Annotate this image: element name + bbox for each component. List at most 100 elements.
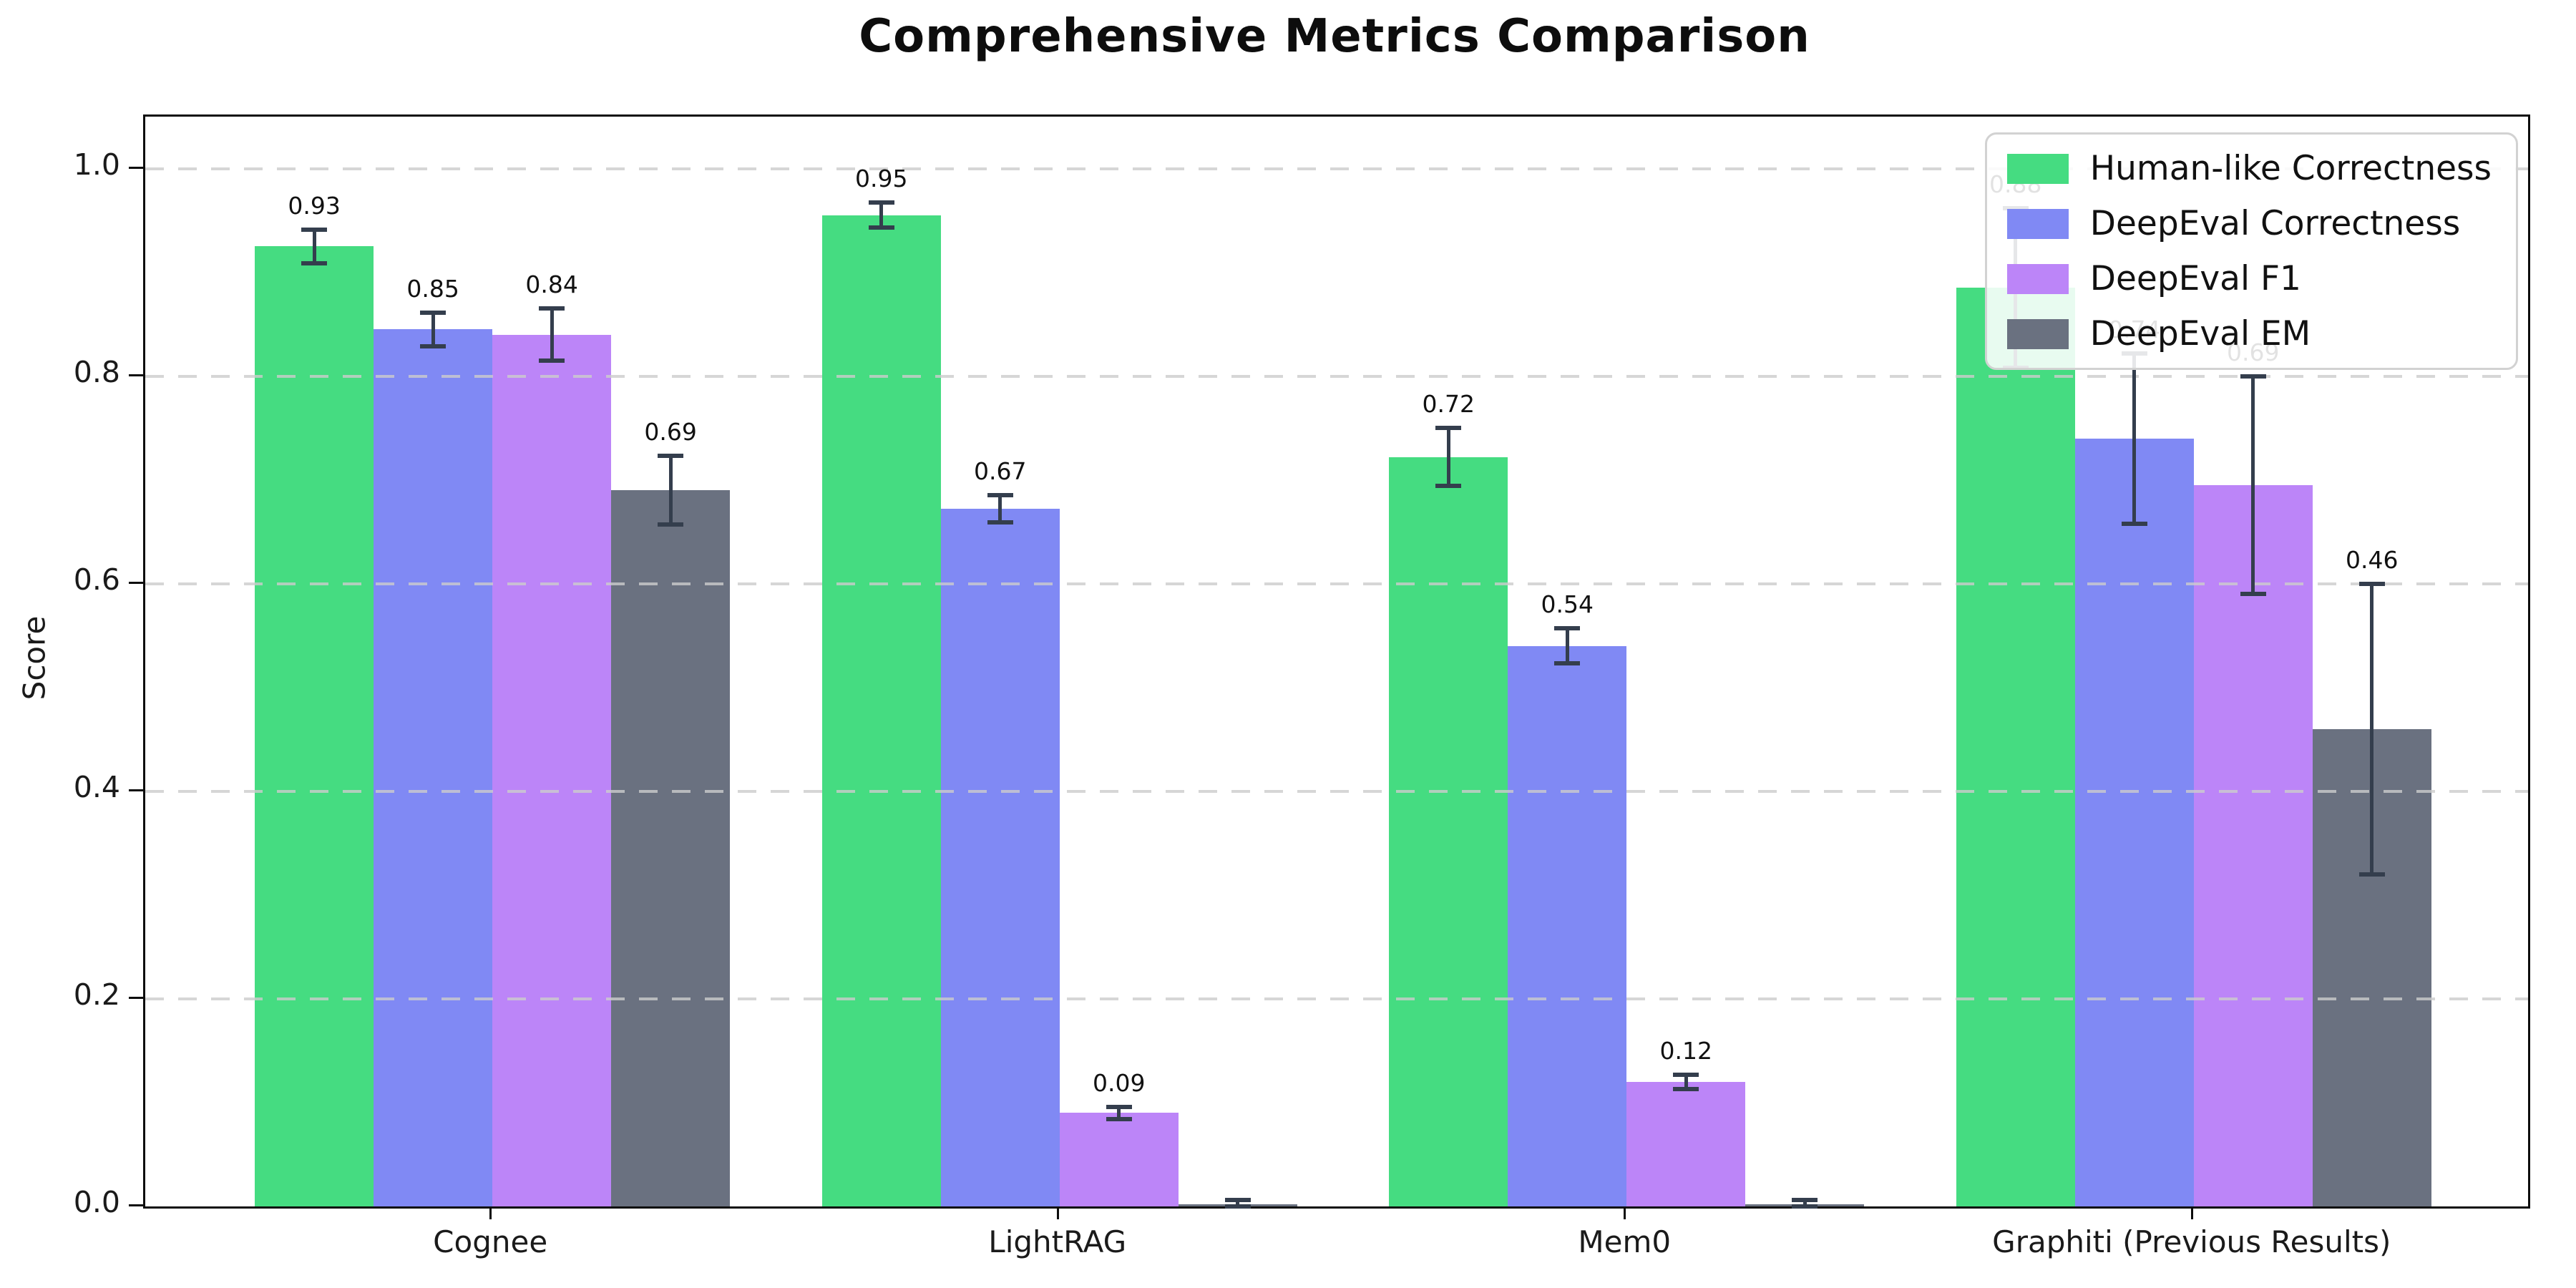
legend-label: Human-like Correctness [2089,149,2492,188]
legend-swatch-icon [2006,153,2069,184]
y-tick-label: 1.0 [73,147,120,182]
error-bar-cap [1224,1204,1251,1209]
error-bar-cap [1673,1072,1699,1077]
bar [1508,645,1627,1206]
error-bar-cap [1673,1087,1699,1092]
chart-title: Comprehensive Metrics Comparison [859,10,1810,63]
bar-value-label: 0.84 [525,270,578,299]
bar [1956,288,2075,1206]
error-bar [431,313,435,346]
error-bar [1565,628,1569,664]
error-bar-cap [539,358,565,363]
y-tick-mark [129,374,143,376]
x-tick-mark [2190,1206,2193,1219]
y-axis-label: Score [16,615,52,701]
error-bar-cap [1435,484,1462,489]
bar-value-label: 0.67 [973,457,1027,486]
error-bar-cap [987,520,1013,525]
y-tick-label: 0.8 [73,354,120,389]
legend-label: DeepEval Correctness [2089,204,2461,243]
x-tick-label: Mem0 [1578,1224,1672,1259]
bar [2074,438,2194,1206]
error-bar [879,203,884,228]
error-bar [1446,428,1450,487]
legend-swatch-icon [2006,208,2069,239]
error-bar-cap [2358,581,2385,586]
gridline-y-1.0 [145,167,2528,170]
bar [821,215,941,1206]
gridline-y-0.2 [145,997,2528,1000]
error-bar [2132,353,2137,524]
error-bar-cap [1106,1104,1132,1109]
bar [492,334,612,1206]
error-bar-cap [1792,1198,1818,1203]
x-tick-label: LightRAG [988,1224,1127,1259]
legend-entry: DeepEval Correctness [2006,204,2492,243]
bar [255,246,374,1206]
error-bar-cap [301,260,328,265]
bar [2193,484,2313,1206]
x-tick-label: Graphiti (Previous Results) [1992,1224,2391,1259]
error-bar-cap [2358,872,2385,877]
error-bar [2251,376,2255,595]
error-bar-cap [420,343,447,348]
error-bar [2370,583,2374,874]
bar-value-label: 0.54 [1541,590,1594,619]
error-bar-cap [1554,626,1581,631]
error-bar-cap [987,493,1013,498]
error-bar-cap [1224,1198,1251,1203]
x-tick-label: Cognee [433,1224,548,1259]
error-bar [1802,1200,1807,1206]
error-bar-cap [1435,426,1462,431]
bar-value-label: 0.95 [854,165,908,193]
bar [611,490,731,1206]
error-bar [312,230,316,263]
error-bar-cap [1106,1117,1132,1122]
error-bar-cap [539,306,565,311]
error-bar-cap [420,311,447,316]
bar-value-label: 0.69 [644,418,697,447]
bar-value-label: 0.72 [1422,390,1475,419]
y-tick-mark [129,789,143,791]
error-bar-cap [301,228,328,233]
bar [374,329,493,1206]
legend-label: DeepEval EM [2089,314,2311,353]
bar-value-label: 0.46 [2346,545,2399,574]
error-bar-cap [2240,592,2266,597]
y-tick-label: 0.2 [73,977,120,1012]
y-tick-label: 0.6 [73,562,120,597]
error-bar [550,308,554,361]
bar-value-label: 0.12 [1659,1036,1712,1065]
error-bar-cap [2121,521,2147,526]
y-tick-mark [129,1204,143,1206]
error-bar-cap [658,454,684,459]
x-tick-mark [489,1206,492,1219]
y-tick-mark [129,581,143,584]
legend-entry: DeepEval EM [2006,314,2492,353]
error-bar [1236,1200,1240,1206]
gridline-y-0.4 [145,789,2528,793]
legend-swatch-icon [2006,263,2069,294]
x-tick-mark [1056,1206,1059,1219]
error-bar-cap [868,200,894,205]
y-tick-mark [129,166,143,169]
bar [1626,1081,1746,1206]
error-bar-cap [1792,1204,1818,1209]
y-tick-mark [129,996,143,999]
legend-entry: Human-like Correctness [2006,149,2492,188]
bar-value-label: 0.09 [1092,1068,1146,1097]
error-bar-cap [658,522,684,527]
error-bar-cap [1554,661,1581,666]
error-bar [998,495,1002,523]
error-bar-cap [2240,374,2266,379]
bar-value-label: 0.93 [288,192,341,220]
y-tick-label: 0.4 [73,769,120,804]
plot-area: Human-like Correctness DeepEval Correctne… [143,114,2530,1209]
error-bar [668,456,673,525]
legend-label: DeepEval F1 [2089,259,2301,298]
bar [1059,1113,1179,1206]
y-tick-label: 0.0 [73,1185,120,1219]
error-bar [1117,1106,1121,1120]
bar [940,509,1060,1206]
